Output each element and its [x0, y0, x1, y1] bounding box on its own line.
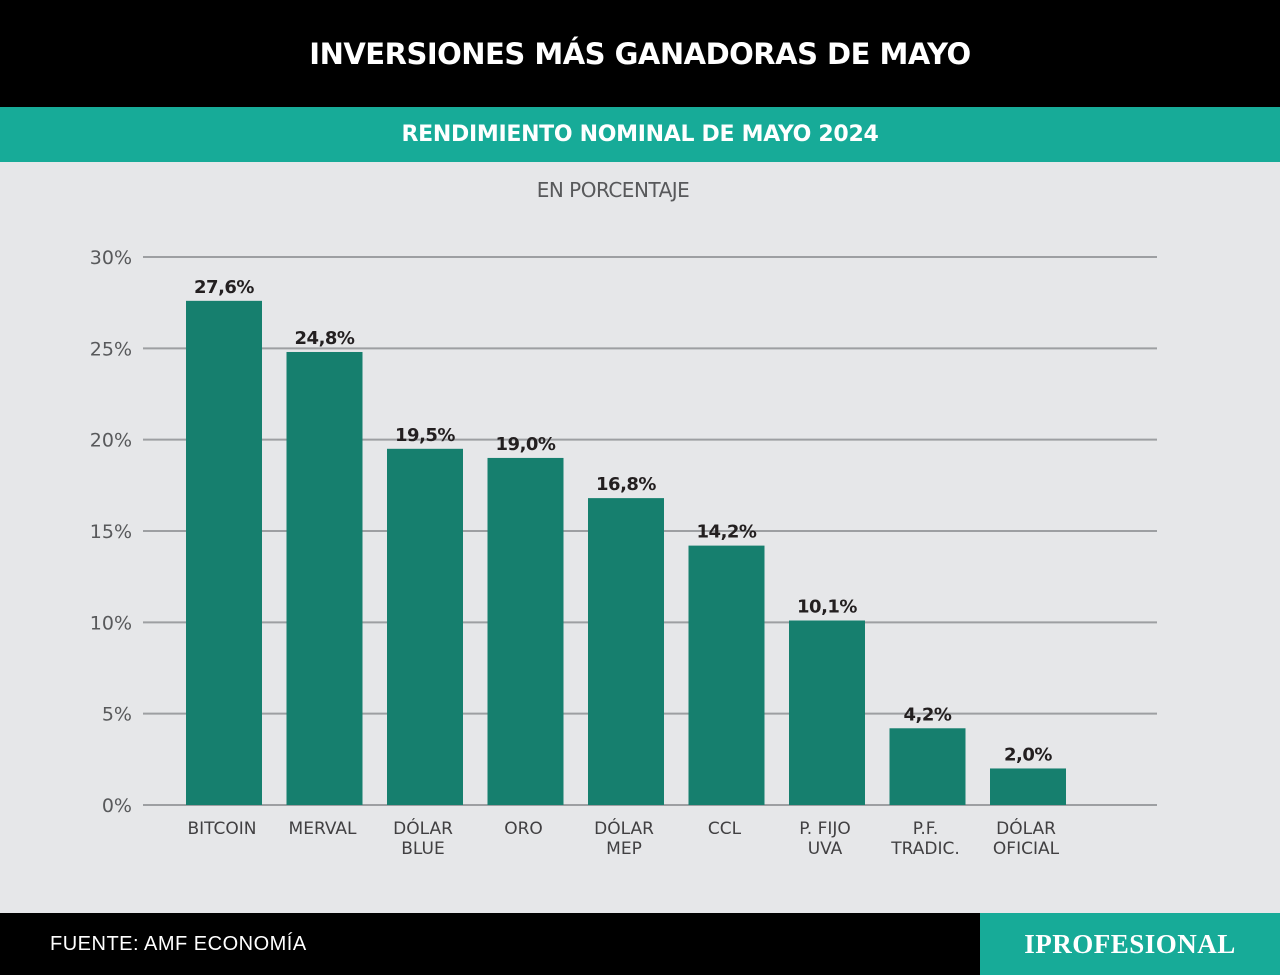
- bar: [387, 448, 463, 805]
- category-label-line: BITCOIN: [187, 819, 256, 839]
- value-labels: 27,6% 24,8% 19,5% 19,0% 16,8% 14,2% 10,1% 4,2% 2…: [194, 277, 1053, 766]
- y-tick-label: 30%: [90, 247, 132, 269]
- category-label: ORO: [504, 819, 543, 839]
- bar: [789, 620, 865, 805]
- value-label: 2,0%: [1004, 744, 1052, 765]
- category-label-line: P. FIJO: [799, 819, 851, 839]
- category-label-line: MERVAL: [289, 819, 357, 839]
- y-tick-label: 0%: [102, 795, 132, 817]
- value-label: 4,2%: [904, 704, 952, 725]
- y-tick-label: 5%: [102, 704, 132, 726]
- category-label-line: MEP: [606, 839, 642, 859]
- publisher-logo: IPROFESIONAL: [1024, 928, 1236, 959]
- value-label: 19,5%: [395, 425, 455, 446]
- category-label-line: DÓLAR: [393, 817, 453, 839]
- y-tick-label: 25%: [90, 338, 132, 360]
- category-label: CCL: [708, 819, 742, 839]
- category-label-line: DÓLAR: [594, 817, 654, 839]
- category-label-line: P.F.: [913, 819, 938, 839]
- unit-label: EN PORCENTAJE: [536, 178, 690, 202]
- y-tick-label: 15%: [90, 521, 132, 543]
- value-label: 14,2%: [697, 522, 757, 543]
- category-label-line: ORO: [504, 819, 543, 839]
- bar: [889, 728, 966, 805]
- source-bar: FUENTE: AMF ECONOMÍA: [0, 913, 980, 975]
- bar: [286, 351, 363, 805]
- value-label: 27,6%: [194, 277, 254, 298]
- category-label: DÓLAR BLUE: [393, 817, 453, 859]
- bar: [588, 498, 664, 805]
- category-label-line: CCL: [708, 819, 742, 839]
- category-label-line: TRADIC.: [890, 839, 960, 859]
- category-label: P.F. TRADIC.: [890, 819, 960, 859]
- category-label: DÓLAR OFICIAL: [993, 817, 1060, 859]
- value-label: 19,0%: [496, 434, 556, 455]
- y-tick-label: 10%: [90, 612, 132, 634]
- chart-subtitle: RENDIMIENTO NOMINAL DE MAYO 2024: [0, 107, 1280, 162]
- bar-chart: 0% 5% 10% 15% 20% 25% 30% 27,6% 24,8% 19,5% 19,0%…: [90, 247, 1157, 859]
- logo-bar: IPROFESIONAL: [980, 913, 1280, 975]
- y-tick-label: 20%: [90, 430, 132, 452]
- source-note: FUENTE: AMF ECONOMÍA: [50, 932, 307, 955]
- category-label-line: BLUE: [401, 839, 444, 859]
- value-label: 10,1%: [797, 597, 857, 618]
- bar: [186, 300, 262, 805]
- category-label: P. FIJO UVA: [799, 819, 851, 859]
- category-label: DÓLAR MEP: [594, 817, 654, 859]
- category-label: BITCOIN: [187, 819, 256, 839]
- category-label-line: UVA: [808, 839, 843, 859]
- chart-title: INVERSIONES MÁS GANADORAS DE MAYO: [0, 0, 1280, 107]
- bar: [487, 457, 564, 805]
- bars: [186, 300, 1066, 805]
- value-label: 16,8%: [596, 474, 656, 495]
- value-label: 24,8%: [295, 328, 355, 349]
- category-label-line: OFICIAL: [993, 839, 1060, 859]
- bar: [688, 545, 765, 805]
- category-label: MERVAL: [289, 819, 357, 839]
- bar: [990, 768, 1066, 805]
- category-label-line: DÓLAR: [996, 817, 1056, 839]
- y-axis-ticks: 0% 5% 10% 15% 20% 25% 30%: [90, 247, 132, 817]
